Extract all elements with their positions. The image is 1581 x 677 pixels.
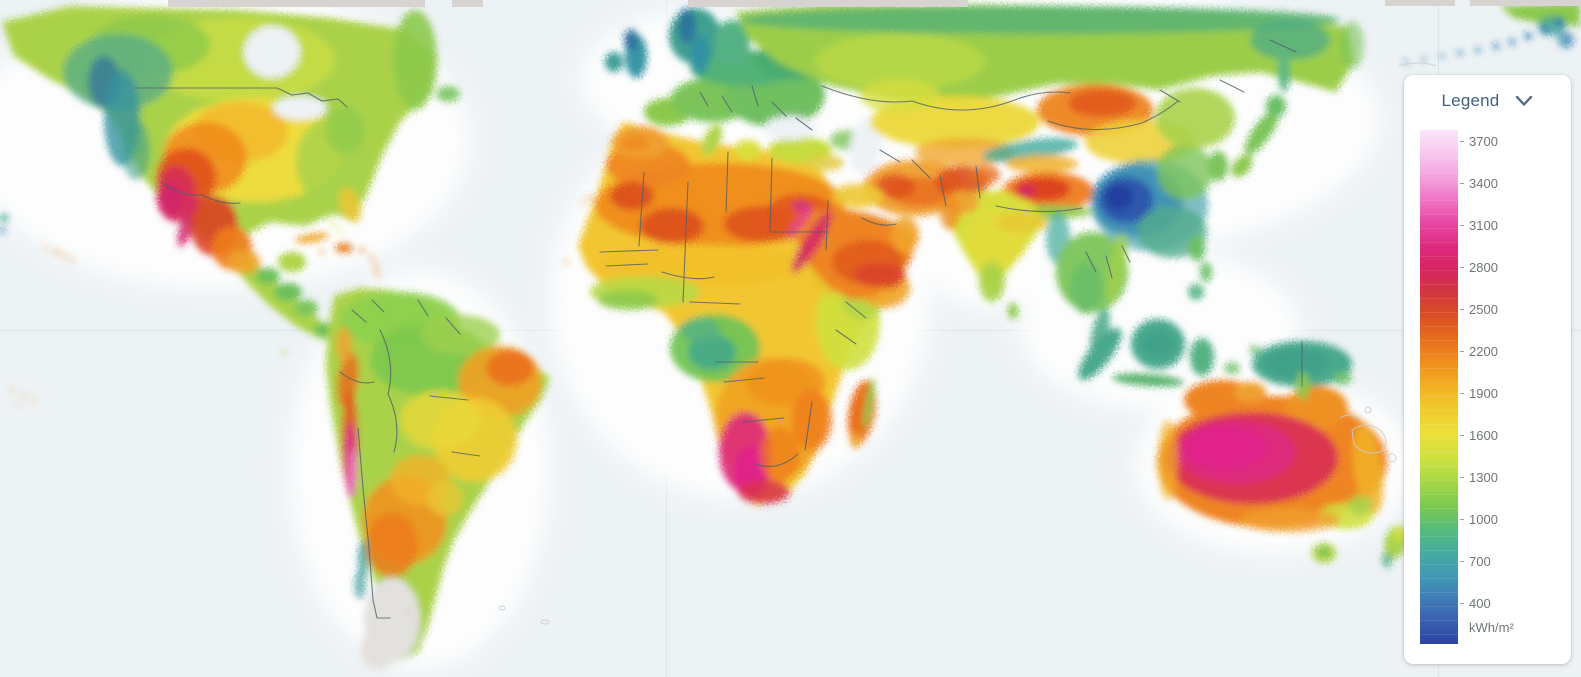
continent-south-america bbox=[283, 288, 550, 670]
legend-tick: 3100 bbox=[1460, 218, 1498, 233]
continent-australia bbox=[1157, 372, 1408, 568]
legend-tick: 1600 bbox=[1460, 428, 1498, 443]
legend-tick: 700 bbox=[1460, 554, 1491, 569]
chevron-down-icon[interactable] bbox=[1515, 95, 1533, 107]
legend-tick: 3700 bbox=[1460, 134, 1498, 149]
country-borders bbox=[134, 39, 1303, 619]
legend-tick: 2200 bbox=[1460, 344, 1498, 359]
legend-panel: Legend 3700 3400 3100 2800 2500 2200 190… bbox=[1404, 75, 1571, 664]
legend-tick: 1900 bbox=[1460, 386, 1498, 401]
continent-europe bbox=[605, 8, 883, 174]
legend-tick: 400 bbox=[1460, 596, 1491, 611]
arctic-nodata-strip bbox=[168, 0, 1581, 7]
legend-tick: 1300 bbox=[1460, 470, 1498, 485]
legend-tick: 2500 bbox=[1460, 302, 1498, 317]
continent-asia bbox=[0, 2, 1580, 406]
no-data-island-outlines bbox=[498, 62, 1437, 625]
continent-north-america bbox=[2, 6, 460, 340]
legend-unit-label: kWh/m² bbox=[1469, 620, 1514, 635]
legend-tick: 2800 bbox=[1460, 260, 1498, 275]
legend-color-scale bbox=[1420, 130, 1458, 644]
legend-tick: 3400 bbox=[1460, 176, 1498, 191]
legend-tick: 1000 bbox=[1460, 512, 1498, 527]
legend-header[interactable]: Legend bbox=[1404, 85, 1571, 117]
legend-title: Legend bbox=[1441, 91, 1500, 110]
